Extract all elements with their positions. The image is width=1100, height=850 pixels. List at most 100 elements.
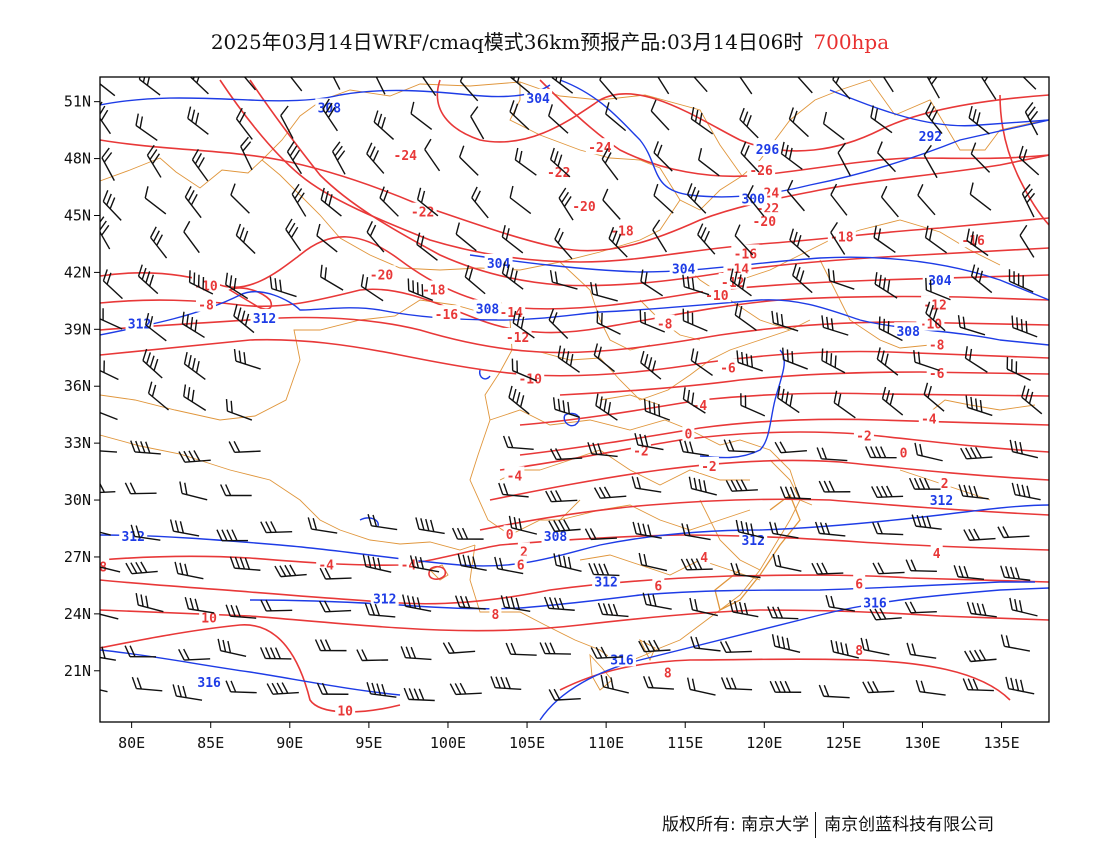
wind-barb <box>926 77 940 99</box>
temperature-contour-label-bg <box>926 335 947 352</box>
wind-barb <box>771 310 799 332</box>
lon-tick-label: 135E <box>983 734 1019 752</box>
wind-barb <box>965 395 993 417</box>
wind-barb <box>416 187 439 217</box>
wind-barb <box>825 595 856 612</box>
height-contour-label: 312 <box>594 576 617 591</box>
wind-barb <box>878 77 894 93</box>
wind-barb <box>327 77 341 90</box>
wind-barb <box>1019 224 1035 258</box>
wind-barb <box>356 649 389 662</box>
height-contour-label: 308 <box>318 101 342 116</box>
wind-barb <box>740 141 760 173</box>
wind-barb <box>689 597 718 617</box>
wind-barb <box>225 604 257 619</box>
height-contour-label: 312 <box>253 312 276 327</box>
geopotential-height-contours <box>100 79 1049 721</box>
wind-barb <box>680 558 713 571</box>
lat-tick-label: 48N <box>64 150 91 168</box>
wind-barb <box>551 77 574 94</box>
wind-barb <box>147 381 170 411</box>
wind-barb <box>871 485 904 498</box>
wind-barb <box>1009 439 1039 459</box>
wind-barb <box>409 555 440 573</box>
temperature-contour-label-bg <box>750 212 779 229</box>
wind-barb <box>997 526 1030 539</box>
wind-barb <box>502 435 534 450</box>
title-main: 2025年03月14日WRF/cmaq模式36km预报产品:03月14日06时 <box>210 30 804 54</box>
wind-barb <box>233 304 255 334</box>
temperature-contour-label-bg <box>652 576 665 593</box>
temperature-contour-label-bg <box>689 396 710 413</box>
copyright-footer: 版权所有: 南京大学 南京创蓝科技有限公司 <box>662 810 994 838</box>
temperature-contour-label-bg <box>916 314 945 331</box>
wind-barb <box>878 316 903 342</box>
wind-barb <box>184 597 215 614</box>
lat-tick-label: 21N <box>64 662 91 680</box>
height-contour-label-bg <box>250 308 279 325</box>
temperature-contour-label-bg <box>195 295 216 312</box>
wind-barb <box>830 183 848 216</box>
wind-barb <box>968 105 990 135</box>
wind-barb <box>638 552 668 572</box>
height-contour-label: 304 <box>487 257 511 272</box>
height-contour-label: 312 <box>128 318 151 333</box>
wind-barb <box>183 351 206 381</box>
lat-tick-label: 51N <box>64 93 91 111</box>
wind-barb <box>464 265 486 295</box>
wind-barb <box>539 642 571 655</box>
wind-barb <box>688 476 717 496</box>
height-contour-label: 300 <box>741 192 765 207</box>
wind-barb <box>596 310 621 335</box>
wind-barb <box>690 106 714 135</box>
wind-barb <box>179 481 208 501</box>
wind-barb <box>779 486 811 500</box>
temperature-contour-label-bg <box>853 574 866 591</box>
footer-company: 南京创蓝科技有限公司 <box>824 815 995 835</box>
wind-barb <box>100 481 116 494</box>
wind-barb <box>138 77 161 96</box>
wind-barb <box>187 106 209 135</box>
wind-barb <box>597 602 629 618</box>
lon-tick-label: 95E <box>355 734 382 752</box>
wind-barb <box>873 225 896 253</box>
wind-barb <box>964 649 997 663</box>
footer-separator <box>815 812 817 838</box>
wind-barb <box>100 554 121 573</box>
temperature-contour-label: -2 <box>633 445 649 460</box>
wind-barb <box>286 141 303 175</box>
wind-barb <box>608 226 628 258</box>
wind-barb <box>322 98 338 132</box>
temperature-contour-label: -8 <box>929 338 945 353</box>
height-contour-label-bg <box>473 299 502 316</box>
wind-barb <box>818 480 851 493</box>
wind-barb <box>548 688 581 701</box>
wind-barb <box>827 268 855 290</box>
temperature-contour-label-bg <box>497 303 526 320</box>
wind-barb <box>407 278 434 302</box>
wind-barb <box>548 308 569 339</box>
wind-barb <box>906 642 937 659</box>
temperature-contour-label-bg <box>398 555 419 572</box>
lon-tick-label: 105E <box>509 734 545 752</box>
wind-barb <box>225 272 249 300</box>
temperature-contour-label: -8 <box>198 299 214 314</box>
wind-barb <box>963 528 996 541</box>
wind-barb <box>181 311 205 339</box>
height-contour-label: 316 <box>197 676 221 691</box>
wind-barb <box>923 382 945 412</box>
wind-barb <box>1016 77 1037 90</box>
wind-barb <box>191 148 209 182</box>
wind-barb <box>818 684 850 699</box>
height-contour-label: 308 <box>544 530 568 545</box>
wind-barb <box>595 393 618 421</box>
temperature-contour-label-bg <box>897 443 910 460</box>
temperature-contour-label-bg <box>698 456 719 473</box>
temperature-contour-label-bg <box>419 280 448 297</box>
height-contour-label-bg <box>739 189 768 206</box>
temperature-contour-label-bg <box>698 547 711 564</box>
wind-barb <box>584 528 617 541</box>
wind-barb <box>689 77 708 93</box>
height-contour-label-bg <box>916 126 945 143</box>
wind-barb <box>777 385 800 414</box>
